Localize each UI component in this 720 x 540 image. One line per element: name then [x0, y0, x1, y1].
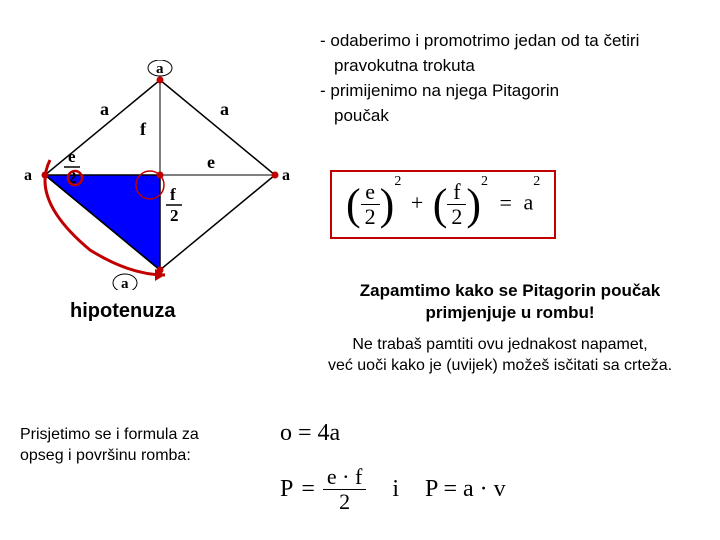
eq-f: f: [447, 180, 466, 205]
fp-P: P: [280, 476, 293, 503]
fp-ef: e · f: [323, 465, 366, 490]
rhombus-diagram: a a e f a a e 2 f 2 a a: [20, 60, 300, 290]
eq-two-2: 2: [447, 205, 466, 229]
eq-sq2: 2: [481, 174, 488, 189]
svg-text:f: f: [170, 185, 176, 204]
hipotenuza-label: hipotenuza: [70, 300, 176, 323]
svg-text:2: 2: [170, 206, 179, 225]
prisjetimo-l2: opseg i površinu romba:: [20, 446, 250, 467]
svg-text:a: a: [220, 99, 229, 119]
zapamtimo-l2: primjenjuje u rombu!: [310, 302, 710, 324]
ne-trabas-text: Ne trabaš pamtiti ovu jednakost napamet,…: [290, 335, 710, 377]
eq-sq1: 2: [394, 174, 401, 189]
eq-sq3: 2: [533, 174, 540, 189]
svg-text:a: a: [24, 167, 32, 184]
svg-text:e: e: [207, 152, 215, 172]
ne-trabas-l2: već uoči kako je (uvijek) možeš isčitati…: [290, 356, 710, 377]
eq-two-1: 2: [361, 205, 380, 229]
svg-text:a: a: [121, 276, 129, 290]
fp-eq1: =: [301, 476, 315, 503]
area-formula: P = e · f 2 i P = a · v: [280, 465, 506, 514]
svg-text:f: f: [140, 119, 147, 139]
perimeter-formula: o = 4a: [280, 420, 340, 447]
eq-plus: +: [411, 190, 423, 215]
prisjetimo-text: Prisjetimo se i formula za opseg i površ…: [20, 425, 250, 467]
svg-text:a: a: [156, 61, 164, 77]
fp-two: 2: [323, 490, 366, 514]
eq-a: a: [523, 190, 533, 215]
fp-av: P = a · v: [425, 476, 506, 503]
bullet-2: - primijenimo na njega Pitagorin: [320, 80, 700, 103]
prisjetimo-l1: Prisjetimo se i formula za: [20, 425, 250, 446]
zapamtimo-l1: Zapamtimo kako se Pitagorin poučak: [310, 280, 710, 302]
bullet-1b: pravokutna trokuta: [320, 55, 700, 78]
eq-eq: =: [500, 190, 512, 215]
bullet-text: - odaberimo i promotrimo jedan od ta čet…: [320, 30, 700, 130]
eq-e: e: [361, 180, 380, 205]
ne-trabas-l1: Ne trabaš pamtiti ovu jednakost napamet,: [290, 335, 710, 356]
svg-text:e: e: [68, 147, 76, 166]
pythagoras-equation: ( e 2 ) 2 + ( f 2 ) 2 = a2: [330, 170, 556, 239]
svg-text:a: a: [100, 99, 109, 119]
zapamtimo-text: Zapamtimo kako se Pitagorin poučak primj…: [310, 280, 710, 324]
svg-text:a: a: [282, 167, 290, 184]
fp-i: i: [392, 476, 399, 503]
bullet-1: - odaberimo i promotrimo jedan od ta čet…: [320, 30, 700, 53]
bullet-2b: poučak: [320, 105, 700, 128]
